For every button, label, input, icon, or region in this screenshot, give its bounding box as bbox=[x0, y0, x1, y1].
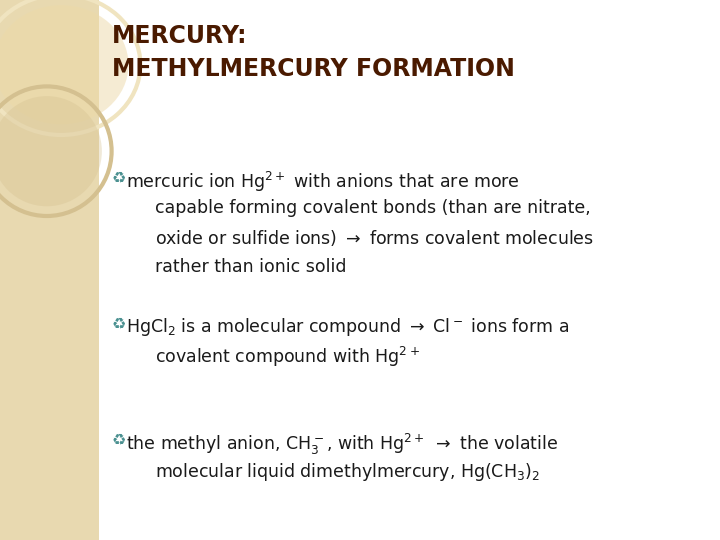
Text: covalent compound with Hg$^{2+}$: covalent compound with Hg$^{2+}$ bbox=[155, 345, 420, 369]
Text: ♻: ♻ bbox=[112, 432, 126, 447]
Text: ♻: ♻ bbox=[112, 316, 126, 331]
Text: the methyl anion, CH$_3^-$, with Hg$^{2+}$ $\rightarrow$ the volatile: the methyl anion, CH$_3^-$, with Hg$^{2+… bbox=[126, 432, 558, 457]
Text: HgCl$_2$ is a molecular compound $\rightarrow$ Cl$^-$ ions form a: HgCl$_2$ is a molecular compound $\right… bbox=[126, 316, 569, 338]
Text: METHYLMERCURY FORMATION: METHYLMERCURY FORMATION bbox=[112, 57, 515, 80]
Text: oxide or sulfide ions) $\rightarrow$ forms covalent molecules: oxide or sulfide ions) $\rightarrow$ for… bbox=[155, 228, 593, 248]
Text: mercuric ion Hg$^{2+}$ with anions that are more: mercuric ion Hg$^{2+}$ with anions that … bbox=[126, 170, 520, 194]
Text: MERCURY:: MERCURY: bbox=[112, 24, 247, 48]
Ellipse shape bbox=[0, 96, 102, 206]
Ellipse shape bbox=[0, 5, 128, 125]
Bar bbox=[0, 0, 99, 540]
Text: rather than ionic solid: rather than ionic solid bbox=[155, 258, 346, 275]
Text: molecular liquid dimethylmercury, Hg(CH$_3)_2$: molecular liquid dimethylmercury, Hg(CH$… bbox=[155, 461, 540, 483]
Text: capable forming covalent bonds (than are nitrate,: capable forming covalent bonds (than are… bbox=[155, 199, 590, 217]
Text: ♻: ♻ bbox=[112, 170, 126, 185]
